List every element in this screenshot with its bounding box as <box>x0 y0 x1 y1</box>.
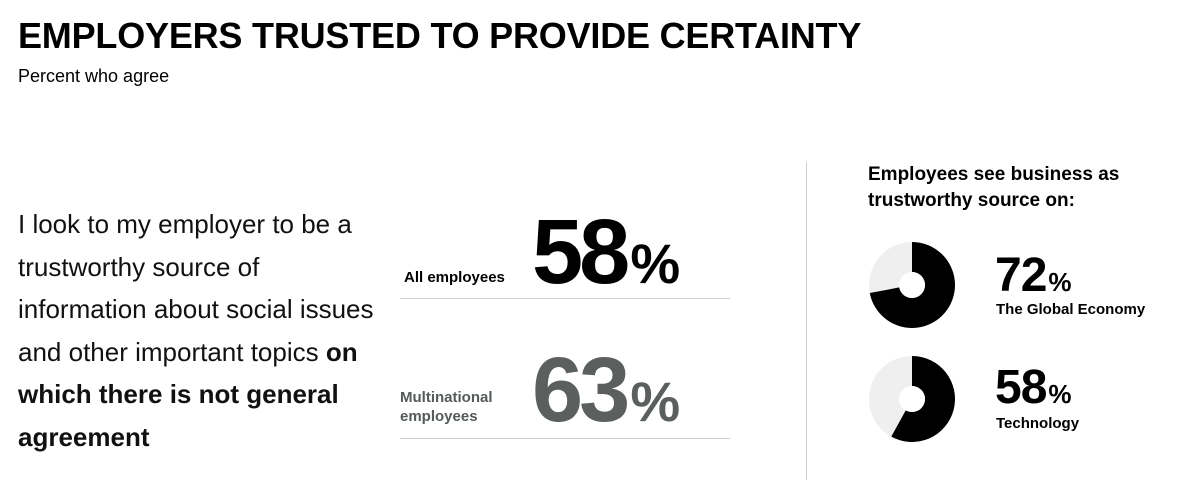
donut-unit: % <box>1048 379 1072 409</box>
vertical-divider <box>806 162 807 480</box>
stat-value: 63% <box>532 344 680 436</box>
stat-value: 58% <box>532 206 680 298</box>
donut-label: The Global Economy <box>996 301 1146 318</box>
donut-number: 58 <box>995 361 1047 414</box>
stat-multinational-employees: Multinational employees 63% <box>400 338 730 442</box>
stat-unit: % <box>630 232 681 295</box>
stat-label: Multinational employees <box>400 389 493 425</box>
donut-section-title: Employees see business as trustworthy so… <box>868 164 1120 211</box>
donut-value: 58% <box>995 364 1072 412</box>
donut-slice <box>891 356 955 442</box>
stat-all-employees: All employees 58% <box>400 200 730 300</box>
page-subtitle: Percent who agree <box>18 66 170 86</box>
statement-emphasis: on which there is not general agreement <box>18 336 358 452</box>
donut-unit: % <box>1048 267 1072 297</box>
stat-label: All employees <box>404 269 505 286</box>
stat-number: 58 <box>532 201 630 303</box>
donut-hole <box>899 272 925 298</box>
survey-statement: I look to my employer to be a trustworth… <box>18 203 388 458</box>
divider-line <box>400 298 730 299</box>
donut-hole <box>899 386 925 412</box>
donut-number: 72 <box>995 249 1047 302</box>
stat-number: 63 <box>532 339 630 441</box>
donut-chart-technology <box>869 356 955 442</box>
statement-text: I look to my employer to be a trustworth… <box>18 209 374 367</box>
donut-slice <box>869 242 955 328</box>
stat-unit: % <box>630 370 681 433</box>
divider-line <box>400 438 730 439</box>
donut-chart-global-economy <box>869 242 955 328</box>
page-title: EMPLOYERS TRUSTED TO PROVIDE CERTAINTY <box>18 15 862 56</box>
donut-label: Technology <box>996 415 1080 432</box>
donut-value: 72% <box>995 252 1072 300</box>
